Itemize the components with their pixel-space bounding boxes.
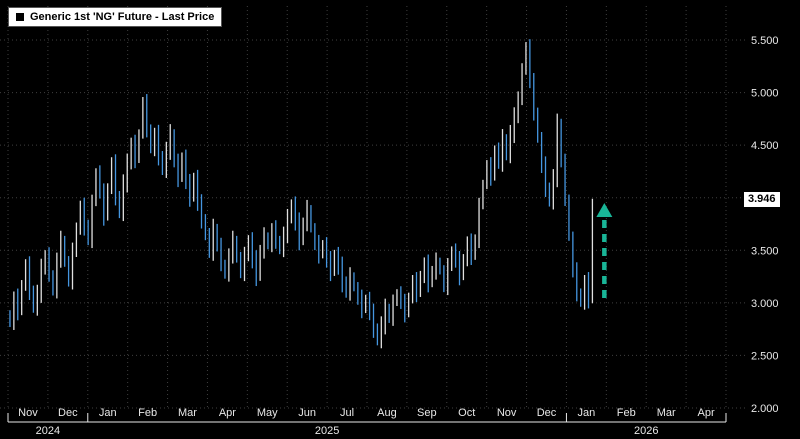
svg-text:May: May — [257, 407, 278, 419]
svg-text:Nov: Nov — [18, 407, 38, 419]
svg-text:2026: 2026 — [634, 425, 658, 437]
svg-text:Jan: Jan — [99, 407, 117, 419]
svg-text:Feb: Feb — [138, 407, 157, 419]
svg-text:5.500: 5.500 — [751, 35, 779, 47]
svg-text:Dec: Dec — [58, 407, 78, 419]
svg-text:Jul: Jul — [340, 407, 354, 419]
gridlines — [0, 6, 745, 410]
svg-text:Sep: Sep — [417, 407, 437, 419]
x-axis-labels: Nov Dec Jan Feb Mar Apr May Jun Jul Aug Sep Oct Nov D… — [18, 407, 715, 419]
svg-text:Mar: Mar — [178, 407, 197, 419]
year-axis: 2024 2025 2026 — [7, 413, 727, 437]
svg-text:Nov: Nov — [497, 407, 517, 419]
svg-text:2025: 2025 — [315, 425, 339, 437]
svg-text:Apr: Apr — [219, 407, 236, 419]
svg-text:Jan: Jan — [578, 407, 596, 419]
chart-legend[interactable]: Generic 1st 'NG' Future - Last Price — [8, 7, 223, 27]
ohlc-bars — [9, 39, 594, 349]
svg-text:Dec: Dec — [537, 407, 557, 419]
series-label: Generic 1st 'NG' Future - Last Price — [30, 11, 215, 23]
svg-text:Aug: Aug — [377, 407, 397, 419]
svg-text:3.500: 3.500 — [751, 245, 779, 257]
up-arrow-annotation — [596, 202, 613, 301]
svg-text:Mar: Mar — [657, 407, 676, 419]
svg-text:4.500: 4.500 — [751, 140, 779, 152]
svg-text:Oct: Oct — [458, 407, 475, 419]
svg-text:2.000: 2.000 — [751, 403, 779, 415]
svg-text:5.000: 5.000 — [751, 88, 779, 100]
svg-text:Jun: Jun — [298, 407, 316, 419]
series-swatch-icon — [16, 13, 24, 21]
svg-text:3.000: 3.000 — [751, 298, 779, 310]
svg-text:Apr: Apr — [697, 407, 714, 419]
svg-text:2024: 2024 — [36, 425, 60, 437]
svg-text:Feb: Feb — [617, 407, 636, 419]
last-price-tag: 3.946 — [744, 192, 780, 208]
svg-text:2.500: 2.500 — [751, 350, 779, 362]
